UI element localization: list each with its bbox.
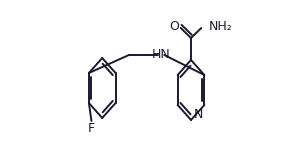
Text: HN: HN — [152, 49, 171, 61]
Text: NH₂: NH₂ — [209, 20, 232, 32]
Text: O: O — [169, 20, 179, 32]
Text: F: F — [88, 122, 95, 136]
Text: N: N — [194, 108, 203, 121]
